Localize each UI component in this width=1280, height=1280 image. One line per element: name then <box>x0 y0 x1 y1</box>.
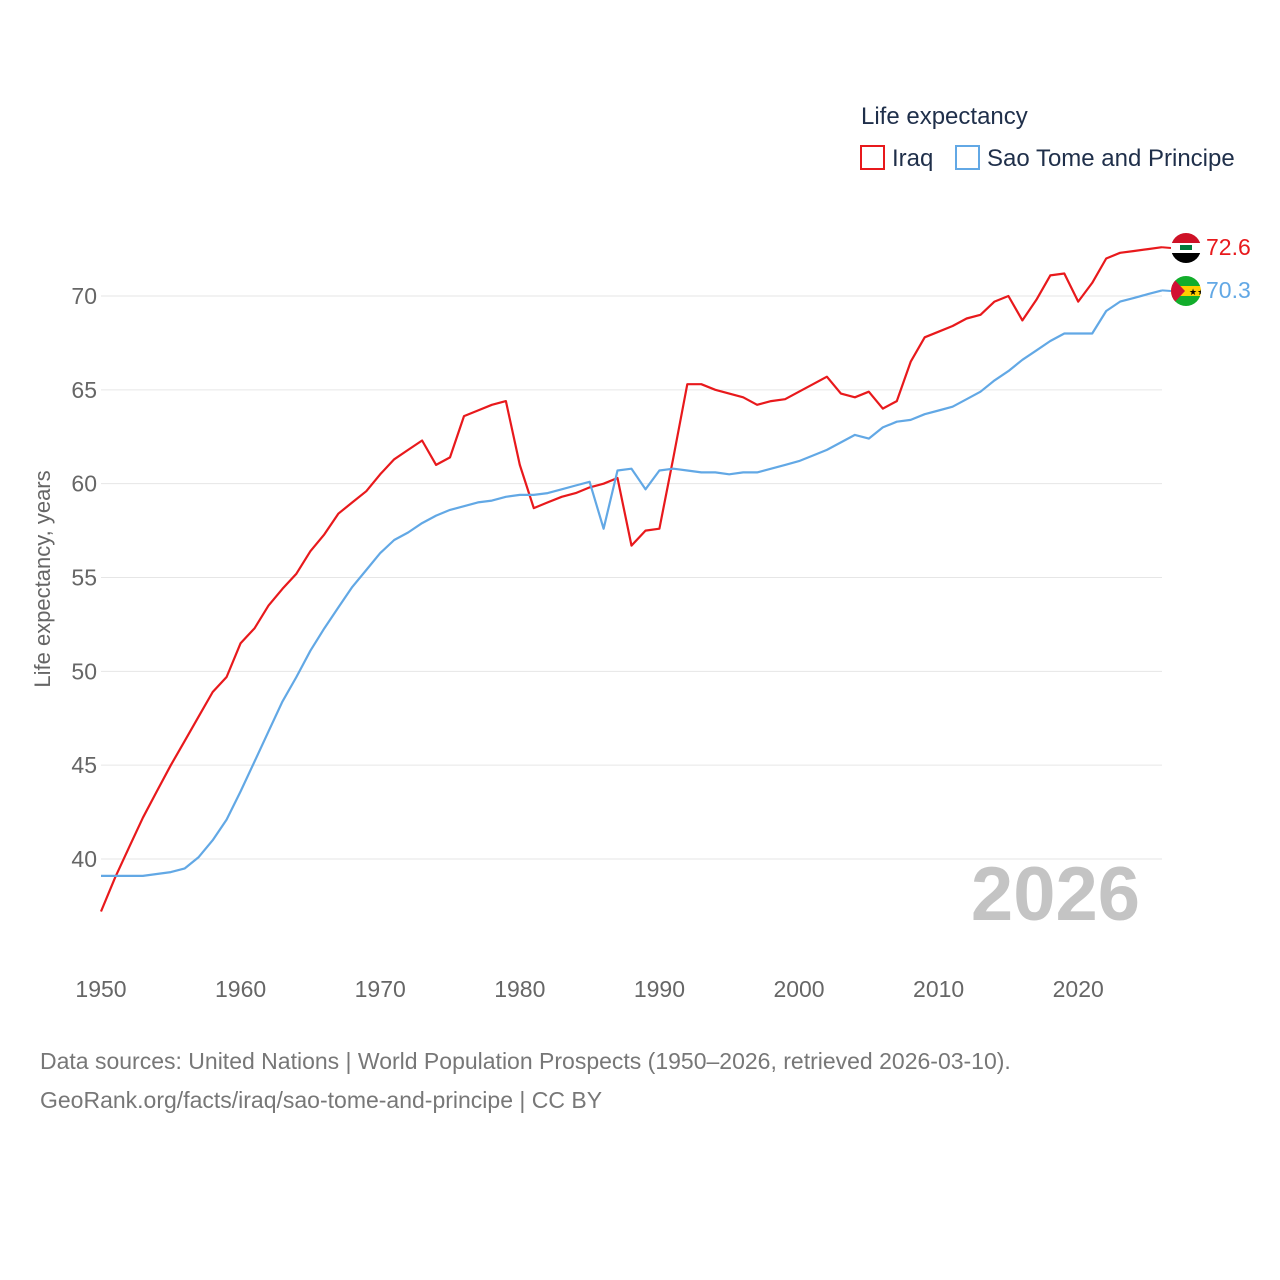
x-tick-label: 1960 <box>215 976 266 1002</box>
sao-tome-flag-icon: ★★ <box>1171 276 1205 306</box>
x-tick-label: 1990 <box>634 976 685 1002</box>
end-label-iraq: 72.6 <box>1206 234 1251 260</box>
y-tick-label: 60 <box>71 471 97 497</box>
source-line-2: GeoRank.org/facts/iraq/sao-tome-and-prin… <box>40 1087 603 1113</box>
svg-text:★★: ★★ <box>1189 288 1205 298</box>
source-line-1: Data sources: United Nations | World Pop… <box>40 1048 1011 1074</box>
legend-label-iraq: Iraq <box>892 145 933 172</box>
y-tick-label: 65 <box>71 377 97 403</box>
life-expectancy-chart: 40 45 50 55 60 65 70 1950 1960 1970 1980 1990 2000 2… <box>30 103 1251 1002</box>
legend-title: Life expectancy <box>861 103 1028 130</box>
x-tick-label: 1970 <box>355 976 406 1002</box>
legend-item-sao-tome[interactable]: Sao Tome and Principe <box>955 145 1235 172</box>
legend-label-sao-tome: Sao Tome and Principe <box>987 145 1235 172</box>
y-axis-title: Life expectancy, years <box>30 470 55 687</box>
series-line-sao-tome <box>101 289 1163 878</box>
x-tick-label: 2010 <box>913 976 964 1002</box>
legend: Life expectancy Iraq Sao Tome and Princi… <box>860 103 1235 172</box>
y-tick-label: 50 <box>71 658 97 684</box>
x-tick-label: 2000 <box>773 976 824 1002</box>
y-tick-label: 70 <box>71 283 97 309</box>
series-connector <box>1161 289 1172 292</box>
series-connector <box>1161 246 1172 249</box>
legend-item-iraq[interactable]: Iraq <box>860 145 933 172</box>
y-tick-label: 40 <box>71 846 97 872</box>
series-line-iraq <box>99 246 1163 912</box>
x-tick-label: 1950 <box>75 976 126 1002</box>
iraq-flag-icon <box>1171 233 1201 263</box>
legend-swatch-sao-tome <box>955 145 980 170</box>
x-tick-label: 2020 <box>1053 976 1104 1002</box>
legend-swatch-iraq <box>860 145 885 170</box>
y-tick-label: 45 <box>71 752 97 778</box>
x-tick-label: 1980 <box>494 976 545 1002</box>
source-note: Data sources: United Nations | World Pop… <box>40 1042 1011 1120</box>
year-watermark: 2026 <box>971 852 1140 937</box>
end-label-sao-tome: 70.3 <box>1206 277 1251 303</box>
y-tick-label: 55 <box>71 565 97 591</box>
